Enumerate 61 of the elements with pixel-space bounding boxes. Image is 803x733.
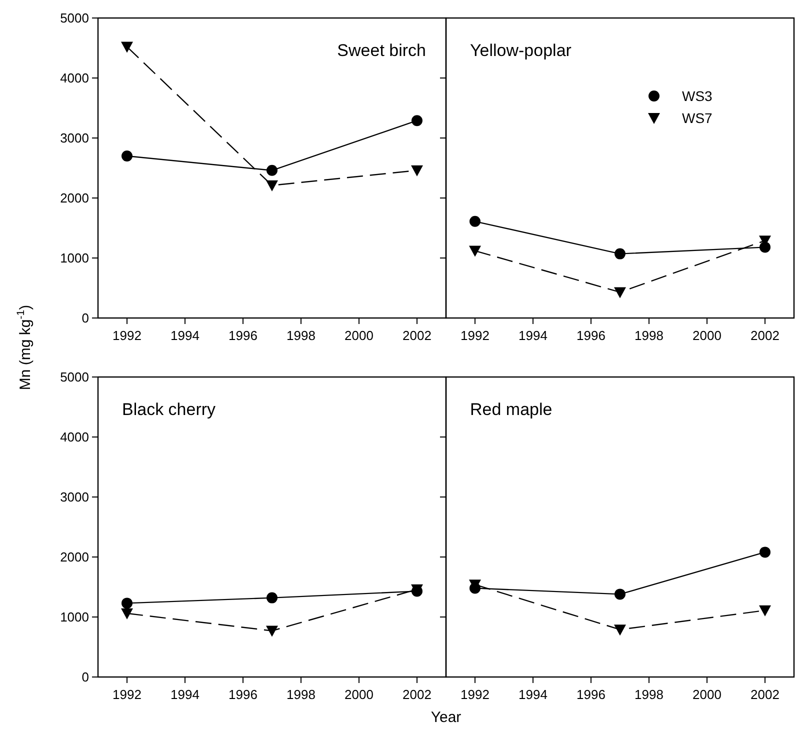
y-tick-label: 0 xyxy=(82,310,89,326)
point xyxy=(266,164,278,176)
x-tick-label: 2002 xyxy=(750,328,780,343)
text: Yellow-poplar xyxy=(470,41,572,60)
x-tick-label: 1994 xyxy=(518,328,548,343)
x-tick-label: 1996 xyxy=(228,328,258,343)
x-tick-label: 1992 xyxy=(112,328,142,343)
x-tick-label: 2000 xyxy=(344,328,374,343)
x-tick-label: 2002 xyxy=(750,687,780,702)
y-tick-label: 4000 xyxy=(60,430,89,444)
point xyxy=(411,165,423,176)
y-tick-label: 3000 xyxy=(60,490,89,504)
point xyxy=(122,598,132,609)
x-tick-label: 1992 xyxy=(460,687,490,702)
x-axis-title: Year xyxy=(430,709,462,726)
point xyxy=(122,150,132,162)
x-tick-label: 1998 xyxy=(286,328,316,343)
point xyxy=(614,287,626,298)
x-tick-label: 1994 xyxy=(170,328,200,343)
y-tick-label: 4000 xyxy=(60,70,89,86)
x-tick-label: 1998 xyxy=(286,687,316,702)
legend-label: WS7 xyxy=(682,110,713,126)
point xyxy=(759,605,771,616)
point xyxy=(121,608,133,620)
x-tick-label: 2000 xyxy=(692,687,722,702)
y-tick-label: 0 xyxy=(82,670,89,684)
x-tick-label: 1994 xyxy=(170,687,200,702)
point xyxy=(614,248,626,260)
x-tick-label: 2002 xyxy=(402,687,432,702)
x-tick-label: 1992 xyxy=(460,328,490,343)
point xyxy=(266,626,278,637)
x-tick-label: 1996 xyxy=(576,687,606,702)
point xyxy=(412,115,422,126)
y-tick-label: 5000 xyxy=(60,10,89,26)
x-tick-label: 1998 xyxy=(634,328,664,343)
point xyxy=(121,42,133,53)
x-tick-label: 1996 xyxy=(228,687,258,702)
x-tick-label: 2000 xyxy=(344,687,374,702)
point xyxy=(614,624,626,636)
x-tick-label: 1992 xyxy=(112,687,142,702)
y-tick-label: 1000 xyxy=(60,610,89,624)
y-tick-label: 5000 xyxy=(60,370,89,384)
point xyxy=(469,246,481,257)
text: Red maple xyxy=(470,400,552,419)
x-tick-label: 1994 xyxy=(518,687,548,702)
x-tick-label: 1998 xyxy=(634,687,664,702)
point xyxy=(266,592,278,604)
point xyxy=(266,180,278,192)
point xyxy=(470,216,480,227)
text: Black cherry xyxy=(122,400,216,419)
x-tick-label: 1996 xyxy=(576,328,606,343)
point xyxy=(760,546,770,558)
point xyxy=(614,588,626,600)
text: Sweet birch xyxy=(337,41,426,60)
x-tick-label: 2002 xyxy=(402,328,432,343)
y-tick-label: 3000 xyxy=(60,130,89,146)
x-tick-label: 2000 xyxy=(692,328,722,343)
legend-label: WS3 xyxy=(682,88,713,104)
y-tick-label: 1000 xyxy=(60,250,89,266)
y-tick-label: 2000 xyxy=(60,190,89,206)
y-tick-label: 2000 xyxy=(60,550,89,564)
